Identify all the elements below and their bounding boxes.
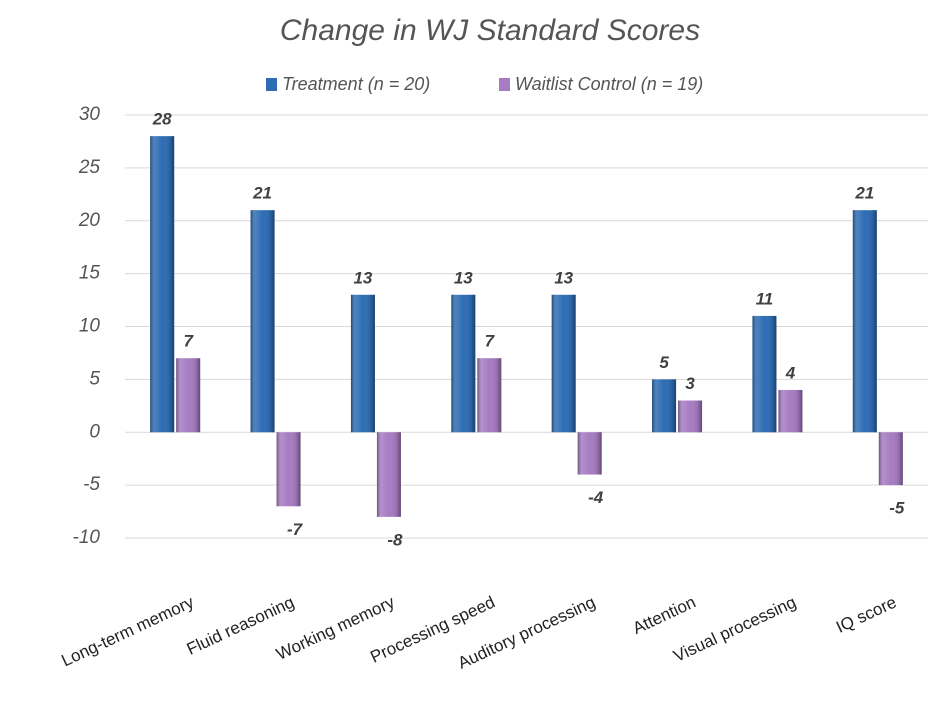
value-label: 7 [183,332,194,351]
bar-bevel [376,432,401,517]
bar-bevel [350,294,375,433]
y-tick-label: 20 [78,210,101,231]
y-tick-label: -5 [83,474,100,495]
value-label: 21 [252,184,272,203]
bar-bevel [276,432,301,507]
bar-bevel [752,315,777,433]
value-label: -7 [287,520,304,539]
value-label: 13 [454,268,473,287]
value-label: -8 [387,530,403,549]
value-label: 5 [659,353,669,372]
value-label: 13 [554,268,573,287]
bar-bevel [551,294,576,433]
value-label: -4 [588,488,604,507]
value-label: 11 [756,289,774,308]
y-tick-label: 30 [79,104,101,125]
legend-swatch [266,78,277,91]
bar-bevel [678,400,703,433]
chart-title: Change in WJ Standard Scores [280,14,700,47]
legend-label: Waitlist Control (n = 19) [515,74,703,94]
value-label: 7 [485,332,496,351]
y-tick-label: 15 [79,263,101,284]
y-tick-label: -10 [73,527,101,548]
value-label: 21 [854,184,874,203]
value-label: 28 [152,110,172,129]
legend-label: Treatment (n = 20) [282,74,430,94]
bar-bevel [778,389,803,433]
y-tick-label: 0 [89,421,100,442]
bar-bevel [852,210,877,433]
bar-bevel [176,358,201,433]
value-label: 13 [353,268,372,287]
bar-bevel [652,379,677,433]
value-label: -5 [889,499,905,518]
x-tick-label: Attention [630,592,699,638]
y-tick-label: 5 [89,368,100,389]
y-tick-label: 25 [78,157,101,178]
bar-bevel [451,294,476,433]
y-tick-label: 10 [79,316,101,337]
x-tick-label: IQ score [833,592,899,636]
value-label: 3 [685,374,695,393]
value-label: 4 [785,363,796,382]
bar-bevel [150,136,175,433]
bar-bevel [878,432,903,486]
x-tick-label: Long-term memory [59,592,198,670]
bar-bevel [577,432,602,475]
bar-bevel [477,358,502,433]
bar-bevel [250,210,275,433]
legend-swatch [499,78,510,91]
